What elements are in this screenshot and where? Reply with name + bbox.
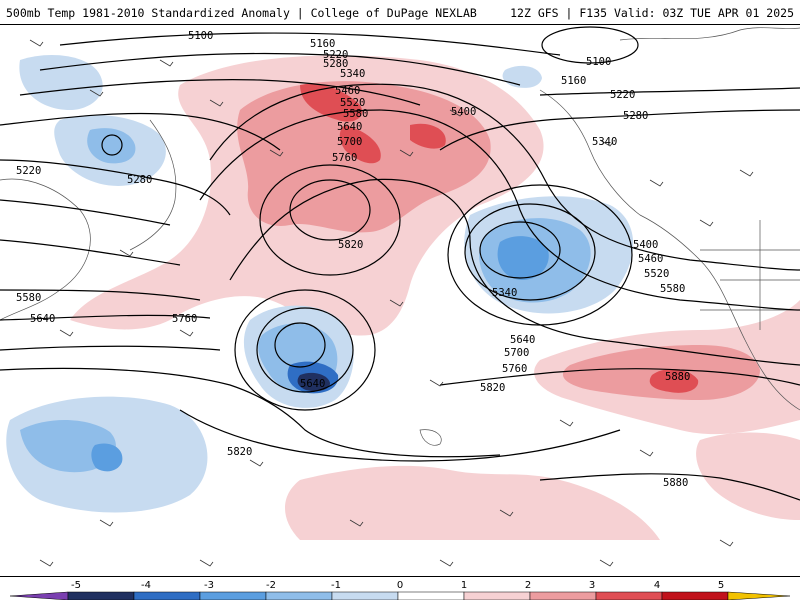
contour-label: 5160 [561, 75, 586, 87]
contour-label: 5100 [586, 56, 611, 68]
wind-barbs [29, 39, 754, 567]
anomaly-colorbar: -5 -4 -3 -2 -1 0 1 2 3 4 5 [0, 576, 800, 600]
contour-label: 5640 [337, 121, 362, 133]
colorbar-swatch-neg5 [67, 591, 135, 600]
neg-anomaly-north-small [502, 65, 542, 88]
weather-map: 5100 5160 5220 5280 5340 5460 5520 5580 … [0, 25, 800, 576]
colorbar-tick: -3 [204, 580, 214, 591]
contour-label: 5460 [335, 85, 360, 97]
pos-anomaly-strong-2 [339, 125, 381, 164]
colorbar-tick: -1 [331, 580, 341, 591]
contour-label: 5520 [644, 268, 669, 280]
colorbar-tick: 5 [718, 580, 724, 591]
colorbar-swatch-pos4 [661, 591, 729, 600]
map-header: 500mb Temp 1981-2010 Standardized Anomal… [0, 0, 800, 25]
colorbar-tick: -2 [266, 580, 276, 591]
contour-label: 5220 [610, 89, 635, 101]
pos-anomaly-south [285, 465, 660, 540]
contour-label: 5640 [510, 334, 535, 346]
neg-anomaly-low-extreme [297, 372, 330, 392]
pos-anomaly-southeast [696, 432, 800, 520]
contour-label: 5760 [502, 363, 527, 375]
contour-label: 5880 [663, 477, 688, 489]
contour-label: 5220 [323, 49, 348, 61]
colorbar-swatch-pos3 [595, 591, 663, 600]
contour-label: 5820 [480, 382, 505, 394]
contour-label: 5640 [300, 378, 325, 390]
contour-label: 5820 [227, 446, 252, 458]
height-contours [0, 26, 800, 501]
contour-label: 5280 [127, 174, 152, 186]
contour-labels: 5100 5160 5220 5280 5340 5460 5520 5580 … [16, 30, 690, 489]
colorbar-swatch-neg2 [265, 591, 333, 600]
colorbar-tick: -4 [141, 580, 151, 591]
contour-label: 5760 [172, 313, 197, 325]
colorbar-swatch-zero [397, 591, 465, 600]
anomaly-shading [70, 55, 800, 540]
contour-label: 5280 [623, 110, 648, 122]
contour-label: 5460 [638, 253, 663, 265]
neg-anomaly-gulf-strong [497, 236, 549, 280]
contour-label: 5220 [16, 165, 41, 177]
contour-label: 5100 [188, 30, 213, 42]
contour-label: 5880 [665, 371, 690, 383]
contour-label: 5580 [343, 108, 368, 120]
neg-anomaly-asia-core [87, 128, 136, 164]
colorbar-swatch-neg3 [199, 591, 267, 600]
colorbar-swatch-neg4 [133, 591, 201, 600]
contour-label: 5820 [338, 239, 363, 251]
colorbar-tick: 2 [525, 580, 531, 591]
colorbar-tick: 4 [654, 580, 660, 591]
colorbar-swatch-pos1 [463, 591, 531, 600]
header-valid-time: 12Z GFS | F135 Valid: 03Z TUE APR 01 202… [510, 6, 794, 20]
contour-label: 5400 [451, 106, 476, 118]
contour-label: 5340 [492, 287, 517, 299]
map-canvas: 5100 5160 5220 5280 5340 5460 5520 5580 … [0, 26, 800, 567]
neg-anomaly-southwest-strong [91, 443, 123, 472]
contour-label: 5340 [340, 68, 365, 80]
contour-label: 5580 [660, 283, 685, 295]
contour-label: 5700 [504, 347, 529, 359]
contour-label: 5340 [592, 136, 617, 148]
colorbar-ticks: -5 -4 -3 -2 -1 0 1 2 3 4 5 [71, 580, 724, 591]
pos-anomaly-strong-3 [410, 123, 446, 149]
contour-label: 5160 [310, 38, 335, 50]
colorbar-arrow-left [9, 591, 69, 600]
colorbar-swatches [9, 591, 791, 600]
pos-anomaly-east-strong [649, 368, 699, 393]
colorbar-tick: 0 [397, 580, 403, 591]
contour-label: 5580 [16, 292, 41, 304]
colorbar-tick: 3 [589, 580, 595, 591]
contour-label: 5520 [340, 97, 365, 109]
colorbar-tick: 1 [461, 580, 467, 591]
contour-label: 5760 [332, 152, 357, 164]
colorbar-tick: -5 [71, 580, 81, 591]
negative-anomaly-shading [6, 55, 634, 513]
neg-anomaly-northwest [19, 55, 103, 110]
colorbar-swatch-neg1 [331, 591, 399, 600]
coastlines [0, 27, 800, 446]
contour-label: 5700 [337, 136, 362, 148]
contour-label: 5280 [323, 58, 348, 70]
contour-label: 5640 [30, 313, 55, 325]
colorbar-svg: -5 -4 -3 -2 -1 0 1 2 3 4 5 [9, 580, 791, 600]
colorbar-arrow-right [727, 591, 791, 600]
header-title: 500mb Temp 1981-2010 Standardized Anomal… [6, 6, 477, 20]
colorbar-swatch-pos2 [529, 591, 597, 600]
contour-label: 5400 [633, 239, 658, 251]
